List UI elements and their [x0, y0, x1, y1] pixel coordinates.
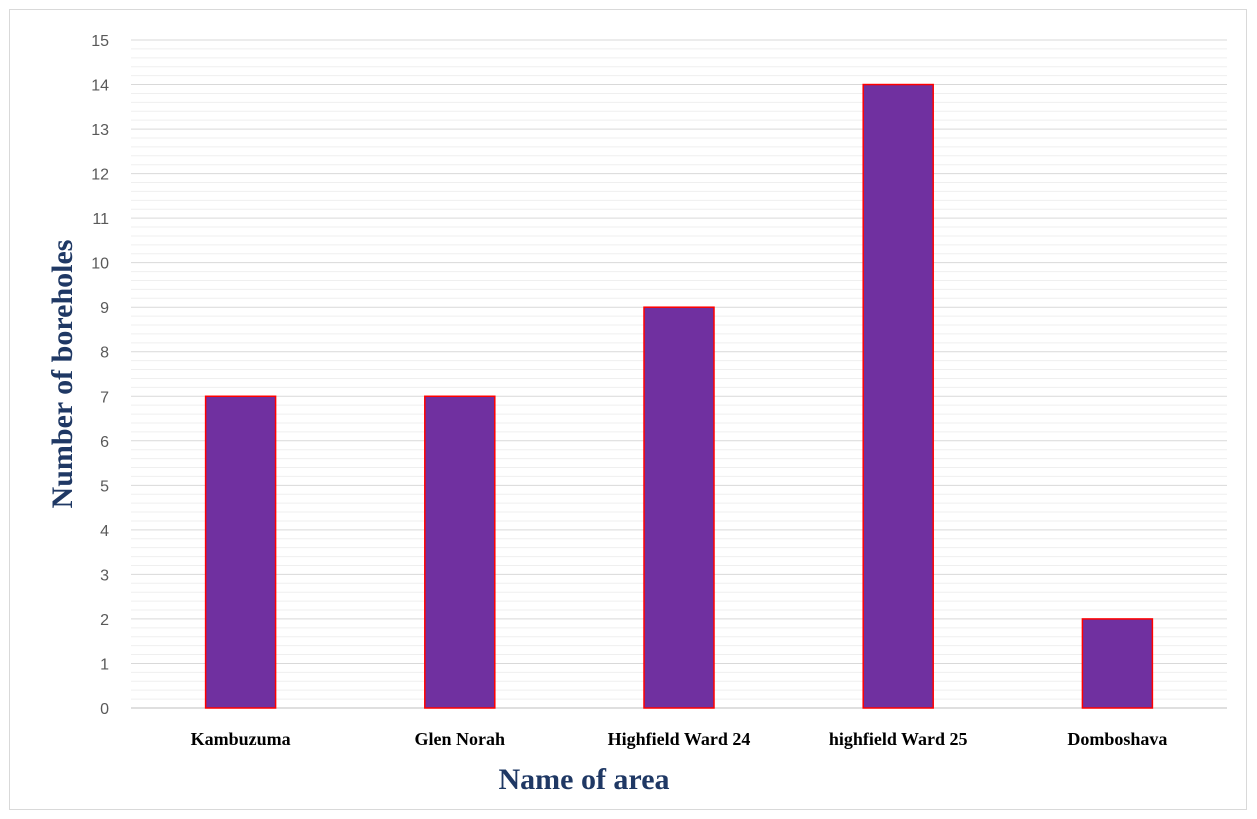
y-tick-label: 11: [92, 211, 109, 228]
y-tick-label: 2: [100, 612, 109, 629]
bar: [424, 395, 496, 709]
y-tick-label: 7: [100, 389, 109, 406]
x-category-label: Glen Norah: [415, 729, 506, 749]
y-tick-label: 8: [100, 345, 109, 362]
x-category-label: Highfield Ward 24: [608, 729, 751, 749]
y-tick-label: 5: [100, 478, 109, 495]
bars: [204, 83, 1154, 709]
y-tick-label: 10: [91, 256, 109, 273]
y-tick-label: 15: [91, 33, 109, 50]
y-tick-label: 14: [91, 78, 109, 95]
y-tick-label: 0: [100, 701, 109, 718]
bar: [1081, 618, 1154, 709]
y-tick-label: 12: [91, 167, 109, 184]
bar: [862, 83, 934, 709]
y-tick-label: 4: [100, 523, 109, 540]
y-tick-label: 1: [100, 656, 109, 673]
y-axis-title: Number of boreholes: [46, 240, 79, 509]
x-category-label: highfield Ward 25: [829, 729, 968, 749]
y-tick-label: 9: [100, 300, 109, 317]
y-tick-label: 13: [91, 122, 109, 139]
x-category-label: Kambuzuma: [191, 729, 291, 749]
x-axis-title: Name of area: [498, 763, 669, 796]
bar: [643, 306, 715, 709]
x-axis-category-labels: Kambuzuma Glen Norah Highfield Ward 24 high…: [191, 729, 1168, 749]
bar: [204, 395, 277, 709]
y-tick-label: 3: [100, 567, 109, 584]
x-category-label: Domboshava: [1067, 729, 1167, 749]
y-tick-label: 6: [100, 434, 109, 451]
